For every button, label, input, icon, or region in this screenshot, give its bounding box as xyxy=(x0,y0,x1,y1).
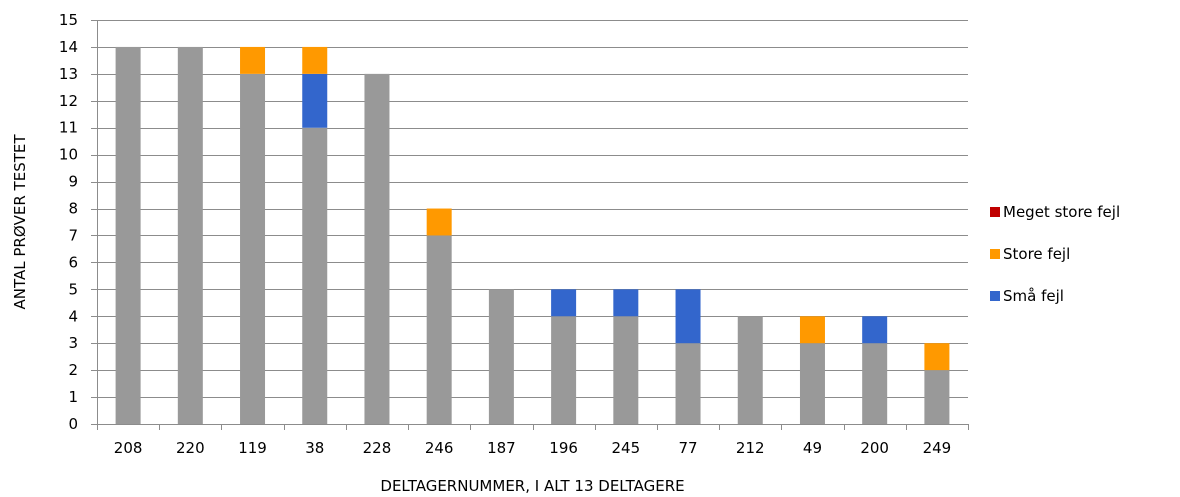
x-tick-label-220: 220 xyxy=(176,439,205,457)
bar-228-series-0 xyxy=(364,73,390,424)
x-tick-label-49: 49 xyxy=(803,439,822,457)
legend-label-2: Små fejl xyxy=(1003,287,1064,305)
y-tick-label-12: 12 xyxy=(59,92,78,110)
bar-246-series-2 xyxy=(426,208,452,236)
x-tick-label-228: 228 xyxy=(363,439,392,457)
bar-49-series-2 xyxy=(799,316,825,344)
y-tick-label-15: 15 xyxy=(59,11,78,29)
bar-208-series-0 xyxy=(115,46,141,424)
y-tick-label-3: 3 xyxy=(68,334,78,352)
x-tick-label-245: 245 xyxy=(612,439,641,457)
y-tick-label-13: 13 xyxy=(59,65,78,83)
y-tick-label-8: 8 xyxy=(68,200,78,218)
y-tick-label-11: 11 xyxy=(59,119,78,137)
bar-220-series-0 xyxy=(177,46,203,424)
x-tick-label-208: 208 xyxy=(114,439,143,457)
legend-swatch-0 xyxy=(990,207,1000,217)
x-tick-label-77: 77 xyxy=(678,439,697,457)
bar-49-series-0 xyxy=(799,343,825,424)
bar-38-series-2 xyxy=(302,46,328,74)
bar-246-series-0 xyxy=(426,235,452,424)
bar-212-series-0 xyxy=(737,316,763,424)
bar-187-series-0 xyxy=(488,289,514,424)
x-tick-label-196: 196 xyxy=(549,439,578,457)
y-tick-label-0: 0 xyxy=(68,415,78,433)
x-tick-label-246: 246 xyxy=(425,439,454,457)
legend-label-1: Store fejl xyxy=(1003,245,1070,263)
x-tick-label-187: 187 xyxy=(487,439,516,457)
bar-200-series-1 xyxy=(862,316,888,344)
x-axis-title: DELTAGERNUMMER, I ALT 13 DELTAGERE xyxy=(380,477,684,495)
y-axis-title: ANTAL PRØVER TESTET xyxy=(11,134,29,310)
bar-196-series-1 xyxy=(551,289,577,317)
legend-label-0: Meget store fejl xyxy=(1003,203,1120,221)
bars xyxy=(115,46,950,424)
legend-swatch-2 xyxy=(990,291,1000,301)
bar-38-series-0 xyxy=(302,127,328,424)
bar-200-series-0 xyxy=(862,343,888,424)
y-tick-label-5: 5 xyxy=(68,280,78,298)
y-tick-label-10: 10 xyxy=(59,146,78,164)
bar-245-series-0 xyxy=(613,316,639,424)
legend: Meget store fejl Store fejl Små fejl xyxy=(990,203,1120,305)
y-tick-label-6: 6 xyxy=(68,253,78,271)
x-tick-label-119: 119 xyxy=(238,439,267,457)
bar-77-series-0 xyxy=(675,343,701,424)
x-tick-label-38: 38 xyxy=(305,439,324,457)
bar-119-series-0 xyxy=(240,73,266,424)
gridlines xyxy=(97,20,968,425)
bar-119-series-2 xyxy=(240,46,266,74)
x-tick-label-212: 212 xyxy=(736,439,765,457)
y-tick-label-14: 14 xyxy=(59,38,78,56)
x-tick-label-249: 249 xyxy=(923,439,952,457)
x-tick-label-200: 200 xyxy=(860,439,889,457)
y-tick-label-2: 2 xyxy=(68,361,78,379)
y-tick-label-4: 4 xyxy=(68,307,78,325)
bar-249-series-2 xyxy=(924,343,950,371)
bar-249-series-0 xyxy=(924,370,950,424)
axes xyxy=(91,20,969,430)
bar-245-series-1 xyxy=(613,289,639,317)
bar-77-series-1 xyxy=(675,289,701,344)
y-tick-label-9: 9 xyxy=(68,173,78,191)
bar-38-series-1 xyxy=(302,73,328,128)
y-tick-label-1: 1 xyxy=(68,388,78,406)
legend-swatch-1 xyxy=(990,249,1000,259)
y-tick-label-7: 7 xyxy=(68,226,78,244)
x-tick-labels: 208 220 119 38 228 246 187 196 245 77 212 49 200 249 xyxy=(114,439,951,457)
bar-196-series-0 xyxy=(551,316,577,424)
